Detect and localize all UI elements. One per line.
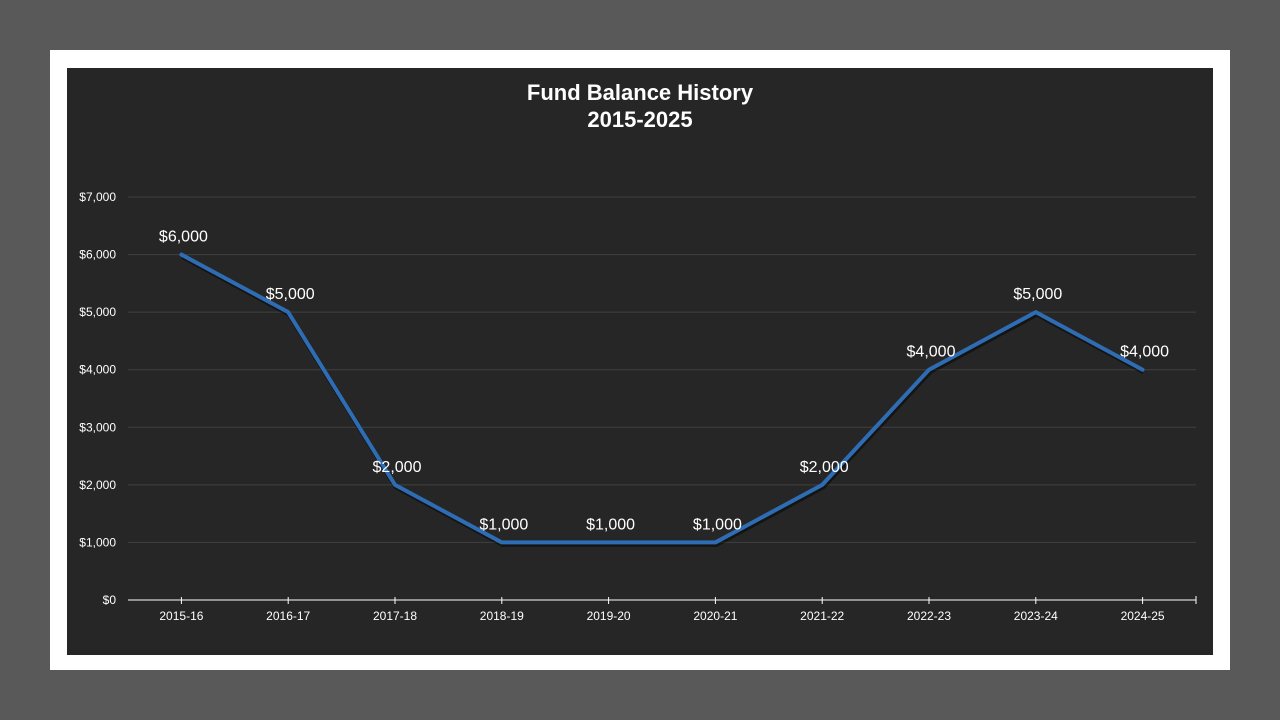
data-label: $4,000 [1120,344,1169,361]
y-tick-label: $6,000 [79,248,116,262]
gridlines [128,196,1196,543]
chart-area: Fund Balance History 2015-2025 $0 $1,000 $… [67,68,1213,655]
chart-frame: Fund Balance History 2015-2025 $0 $1,000 $… [50,50,1230,670]
y-tick-label: $2,000 [79,478,116,492]
x-tick-label: 2021-22 [800,609,844,623]
y-tick-label: $7,000 [79,190,116,204]
data-label: $1,000 [693,516,742,533]
x-tick-label: 2023-24 [1014,609,1058,623]
y-axis-labels: $0 $1,000 $2,000 $3,000 $4,000 $5,000 $6,000 $7… [79,190,116,607]
x-tick-label: 2020-21 [693,609,737,623]
x-tick-label: 2017-18 [373,609,417,623]
chart-subtitle: 2015-2025 [587,107,693,132]
fund-balance-line [179,252,1145,545]
x-axis: 2015-16 2016-17 2017-18 2018-19 2019-20 2020-… [128,596,1197,623]
line-shadow [181,254,1145,547]
x-tick-label: 2018-19 [480,609,524,623]
chart-title: Fund Balance History 2015-2025 [67,79,1213,133]
y-tick-label: $1,000 [79,535,116,549]
data-labels: $6,000 $5,000 $2,000 $1,000 $1,000 $1,000 $2,0… [159,229,1169,534]
data-label: $1,000 [586,516,635,533]
chart-title-main: Fund Balance History [526,80,754,105]
data-label: $2,000 [800,459,849,476]
x-tick-label: 2024-25 [1121,609,1165,623]
data-label: $5,000 [1013,286,1062,303]
data-label: $4,000 [907,344,956,361]
y-tick-label: $4,000 [79,363,116,377]
data-label: $5,000 [266,286,315,303]
data-label: $1,000 [479,516,528,533]
y-tick-label: $3,000 [79,420,116,434]
line-plot: $0 $1,000 $2,000 $3,000 $4,000 $5,000 $6,000 $7… [79,190,1197,623]
x-tick-label: 2022-23 [907,609,951,623]
data-label: $2,000 [373,459,422,476]
data-label: $6,000 [159,229,208,246]
y-tick-label: $5,000 [79,305,116,319]
x-tick-label: 2015-16 [159,609,203,623]
x-tick-label: 2019-20 [587,609,631,623]
x-tick-label: 2016-17 [266,609,310,623]
y-tick-label: $0 [103,593,117,607]
data-series [179,252,1145,547]
